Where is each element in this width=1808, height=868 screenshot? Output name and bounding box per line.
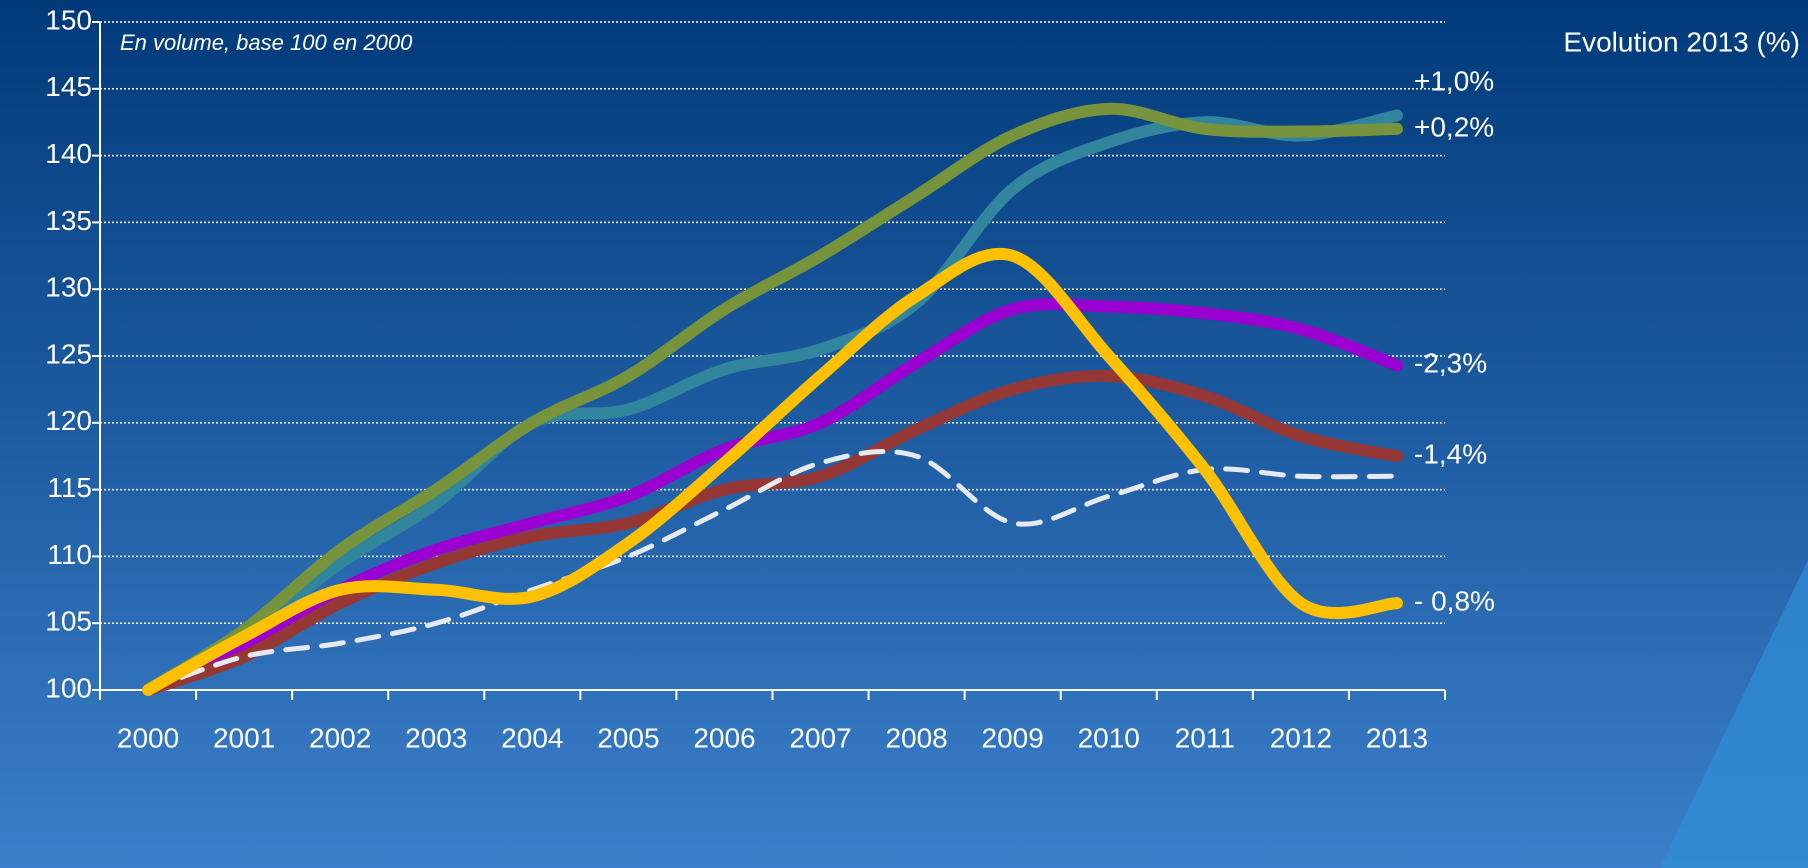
x-tick-label: 2007 xyxy=(789,722,851,753)
y-tick-label: 145 xyxy=(45,71,92,102)
end-label: -2,3% xyxy=(1414,348,1487,379)
x-tick-label: 2002 xyxy=(309,722,371,753)
x-tick-label: 2010 xyxy=(1078,722,1140,753)
end-label: +1,0% xyxy=(1414,65,1494,96)
x-tick-label: 2008 xyxy=(885,722,947,753)
y-tick-label: 150 xyxy=(45,4,92,35)
y-tick-label: 140 xyxy=(45,138,92,169)
x-tick-label: 2003 xyxy=(405,722,467,753)
y-tick-label: 115 xyxy=(47,472,92,503)
x-tick-label: 2001 xyxy=(213,722,275,753)
series-line xyxy=(145,449,1400,693)
end-label: -1,4% xyxy=(1414,439,1487,470)
y-tick-label: 105 xyxy=(45,606,92,637)
series-line xyxy=(142,248,1403,696)
end-label: - 0,8% xyxy=(1414,586,1495,617)
x-tick-label: 2006 xyxy=(693,722,755,753)
y-tick-label: 110 xyxy=(47,539,92,570)
y-tick-label: 120 xyxy=(45,405,92,436)
end-label: +0,2% xyxy=(1414,111,1494,142)
y-tick-label: 135 xyxy=(45,205,92,236)
y-tick-label: 130 xyxy=(45,272,92,303)
x-tick-label: 2000 xyxy=(117,722,179,753)
decoration xyxy=(1660,560,1808,868)
x-tick-label: 2005 xyxy=(597,722,659,753)
annotation: Evolution 2013 (%) xyxy=(1563,26,1800,57)
y-tick-label: 100 xyxy=(45,672,92,703)
series-line xyxy=(142,102,1403,696)
x-tick-label: 2009 xyxy=(982,722,1044,753)
x-tick-label: 2013 xyxy=(1366,722,1428,753)
y-tick-label: 125 xyxy=(45,338,92,369)
subtitle: En volume, base 100 en 2000 xyxy=(120,30,413,55)
x-tick-label: 2004 xyxy=(501,722,563,753)
x-tick-label: 2012 xyxy=(1270,722,1332,753)
x-tick-label: 2011 xyxy=(1175,722,1235,753)
